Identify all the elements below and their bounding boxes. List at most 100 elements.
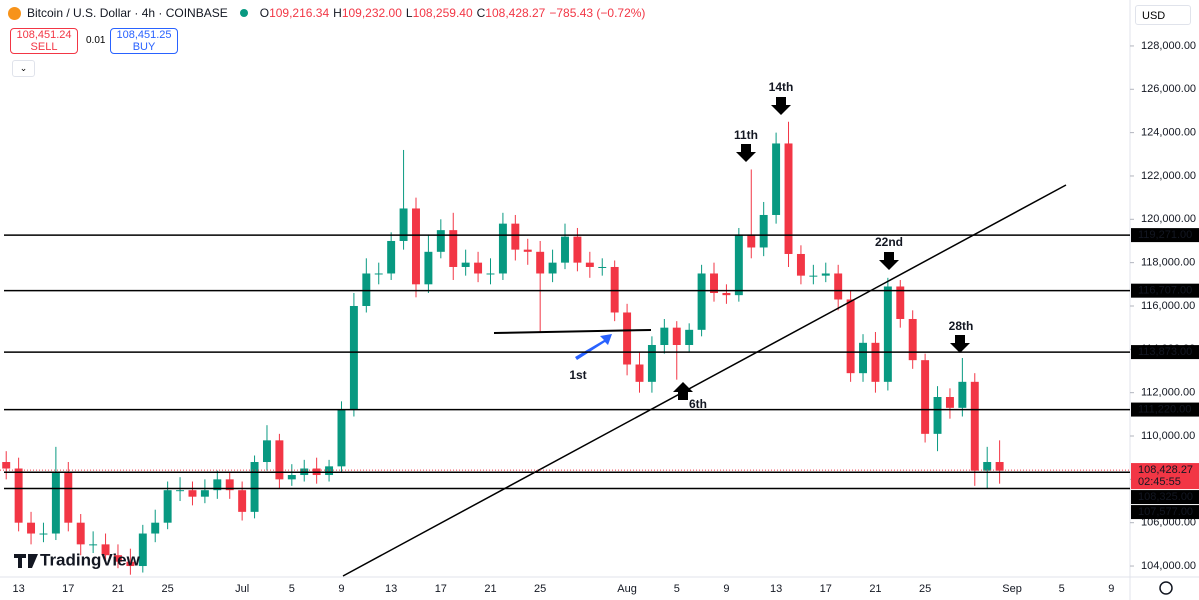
annotation: 28th — [949, 319, 974, 333]
x-tick-label: Jul — [235, 583, 249, 595]
candle-body — [412, 208, 420, 285]
candle-body — [933, 397, 942, 434]
blue-arrow — [575, 334, 612, 360]
annotation: 6th — [689, 397, 707, 411]
candle-body — [176, 490, 185, 492]
y-tick-label: 112,000.00 — [1141, 387, 1195, 399]
ohlc-value: 109,232.00 — [341, 6, 402, 20]
candle-body — [374, 273, 383, 275]
candle-body — [449, 230, 458, 267]
candle-body — [387, 240, 396, 274]
candle-body — [784, 143, 793, 254]
candle-body — [349, 305, 358, 411]
x-tick-label: Aug — [617, 583, 637, 595]
candle-body — [710, 273, 718, 293]
level-label-box — [1131, 402, 1199, 417]
coin-icon — [8, 6, 21, 20]
candle-body — [399, 208, 408, 241]
sell-price: 108,451.24 — [16, 29, 72, 41]
annotation: 11th — [734, 128, 758, 142]
candle-body — [27, 522, 36, 534]
countdown: 02:45:55 — [1138, 476, 1181, 488]
candle-body — [126, 561, 135, 567]
arrow-down — [950, 335, 970, 353]
candle-body — [995, 462, 1004, 471]
candle-body — [474, 262, 483, 274]
ohlc-label: H — [333, 6, 342, 20]
collapse-button[interactable]: ⌄ — [12, 60, 35, 77]
candle-body — [263, 440, 271, 463]
tv-logo — [14, 554, 38, 568]
ohlc: O109,216.34 H109,232.00 L108,259.40 C108,42… — [260, 6, 550, 20]
candle-body — [610, 266, 619, 313]
ohlc-label: L — [405, 6, 413, 20]
candle-body — [759, 214, 768, 248]
y-tick-label: 116,000.00 — [1141, 300, 1195, 312]
candle-body — [275, 440, 284, 480]
candle-body — [287, 475, 296, 480]
trend-line — [342, 184, 1067, 577]
candle-body — [846, 299, 855, 374]
candle-body — [101, 544, 110, 556]
candle-body — [672, 327, 681, 345]
candle-body — [896, 286, 905, 319]
y-tick-label: 118,000.00 — [1141, 257, 1195, 269]
candle-body — [76, 522, 85, 545]
candle-body — [113, 555, 122, 562]
candle-body — [921, 360, 930, 434]
arrow-up — [673, 382, 693, 400]
candle-body — [908, 318, 917, 361]
candle-body — [89, 544, 98, 546]
currency-button[interactable]: USD — [1135, 5, 1191, 25]
last-price-label: 108,428.27 — [1138, 464, 1193, 476]
level-label: 116,707.00 — [1138, 285, 1192, 297]
candle-body — [722, 292, 731, 296]
buy-button[interactable]: 108,451.25 BUY — [110, 28, 178, 54]
x-tick-label: 25 — [162, 583, 174, 595]
candle-body — [697, 273, 706, 330]
level-label: 107,577.00 — [1138, 506, 1193, 518]
plot — [2, 121, 1004, 575]
x-tick-label: 9 — [723, 583, 729, 595]
candle-body — [859, 342, 867, 374]
level-label-box — [1131, 505, 1199, 520]
level-label-box — [1131, 345, 1199, 360]
settings-icon[interactable] — [1159, 581, 1173, 595]
candle-body — [635, 364, 644, 382]
candle-body — [623, 312, 632, 365]
annotation: 22nd — [875, 235, 903, 249]
candle-body — [238, 490, 247, 512]
x-tick-label: 5 — [289, 583, 295, 595]
candle-body — [983, 462, 992, 471]
candle-body — [461, 262, 470, 267]
y-tick-label: 110,000.00 — [1141, 430, 1195, 442]
arrow-down — [879, 252, 899, 270]
x-tick-label: 17 — [435, 583, 447, 595]
candle-body — [945, 397, 954, 408]
ohlc-value: 108,259.40 — [412, 6, 473, 20]
candle-body — [883, 286, 892, 382]
candle-body — [2, 462, 11, 469]
x-tick-label: 5 — [1059, 583, 1065, 595]
candle-body — [213, 479, 222, 491]
candle-body — [14, 468, 23, 523]
candle-body — [523, 249, 532, 252]
sell-button[interactable]: 108,451.24 SELL — [10, 28, 78, 54]
arrow-down — [736, 144, 756, 162]
arrow-down — [771, 97, 791, 115]
candle-body — [325, 466, 334, 476]
candle-body — [834, 273, 843, 300]
x-tick-label: 17 — [62, 583, 74, 595]
candle-body — [250, 462, 259, 512]
candle-body — [225, 479, 234, 491]
y-tick-label: 106,000.00 — [1141, 517, 1196, 529]
sell-label: SELL — [30, 41, 58, 53]
y-tick-label: 104,000.00 — [1141, 560, 1196, 572]
x-tick-label: 13 — [385, 583, 397, 595]
candle-body — [685, 329, 694, 345]
candle-body — [424, 251, 433, 285]
candle-body — [598, 266, 607, 268]
candle-body — [51, 472, 60, 534]
